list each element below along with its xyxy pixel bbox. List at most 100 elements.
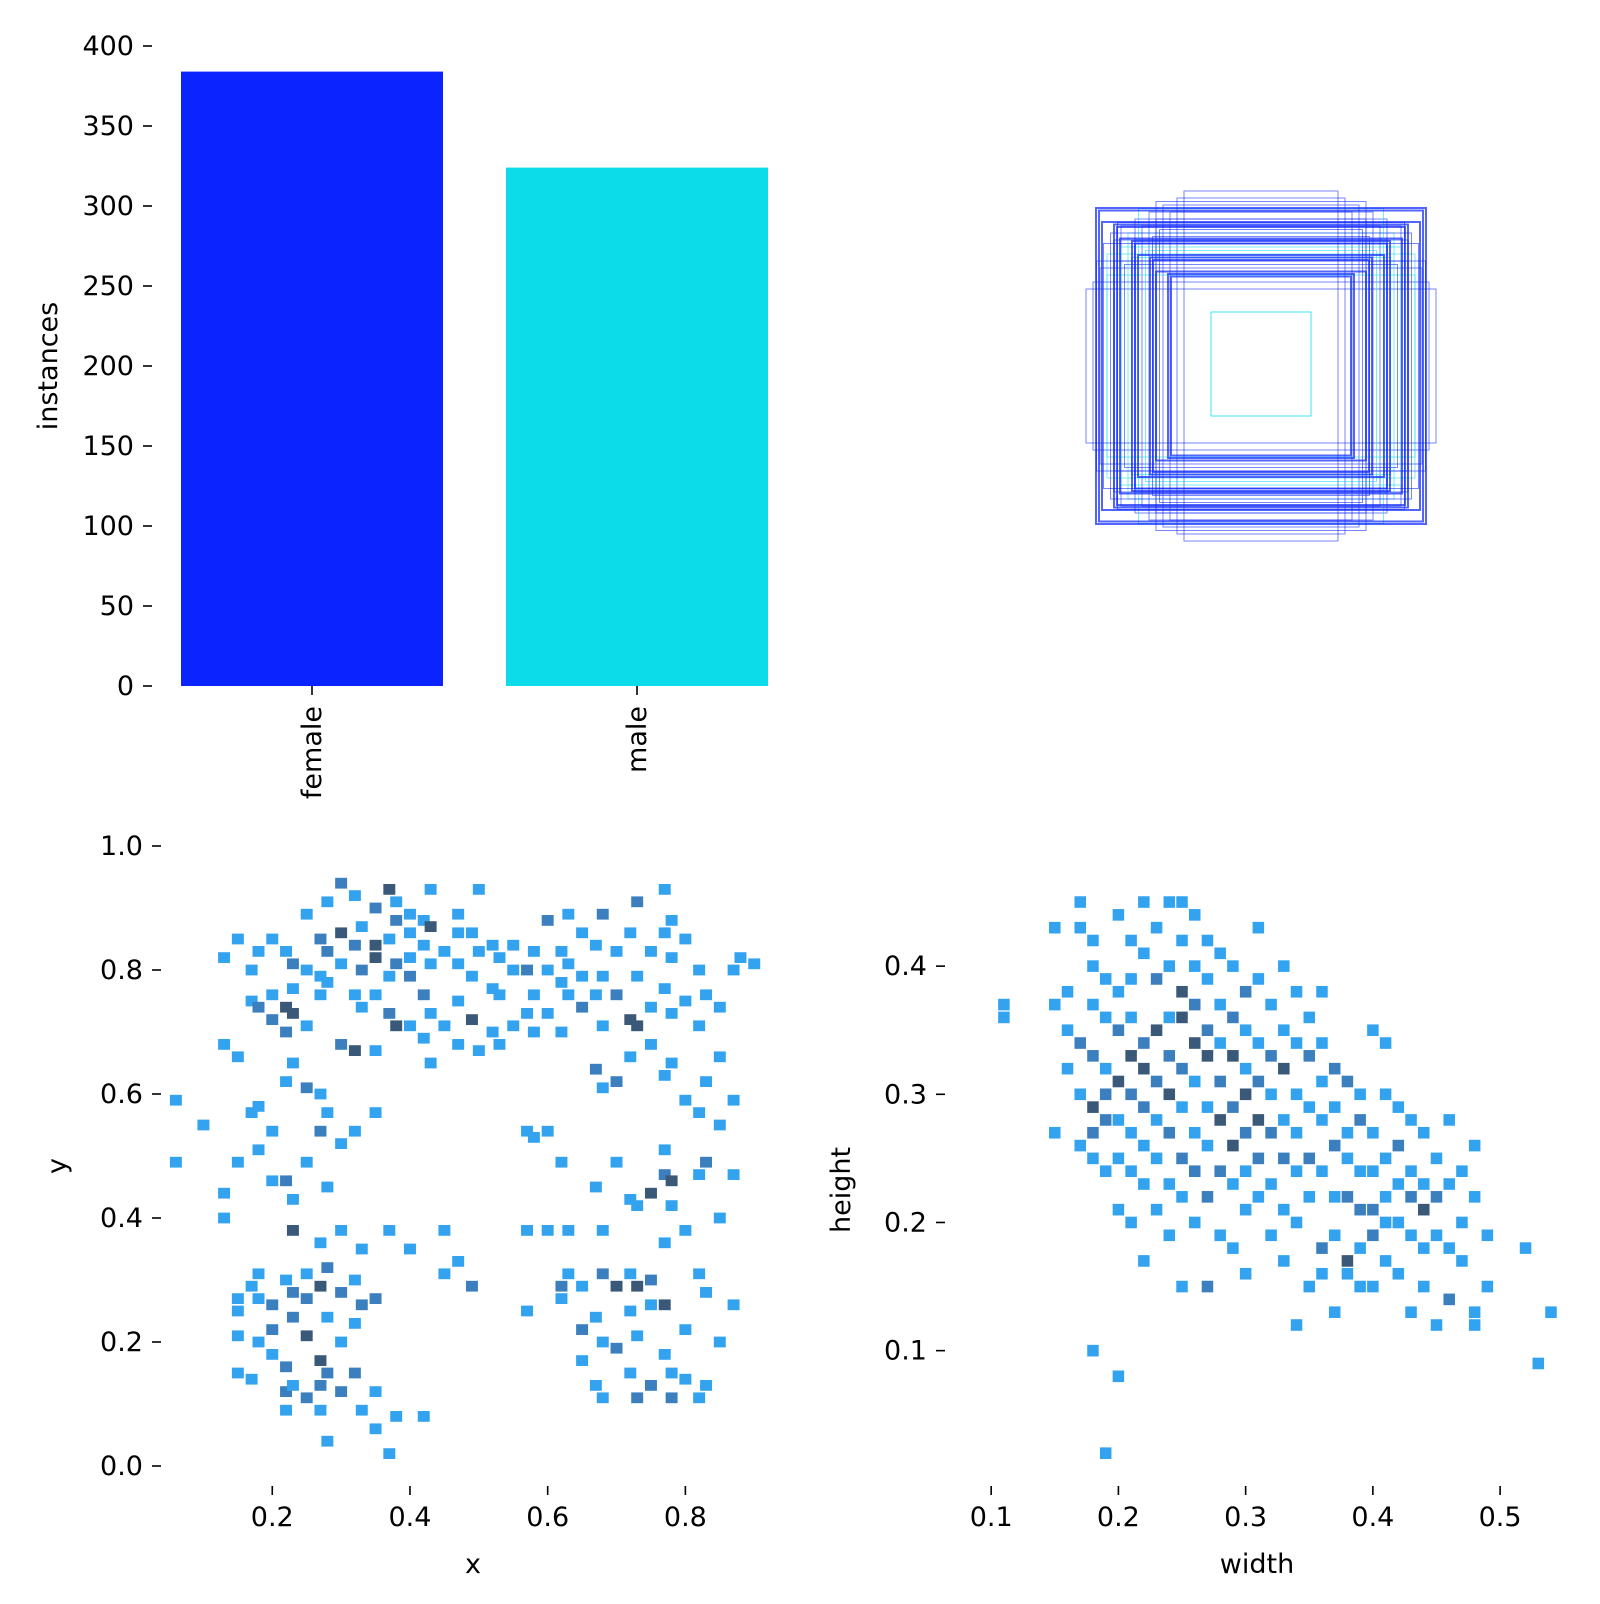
- heatmap-cell: [658, 1070, 671, 1081]
- bar-y-tick-label: 350: [82, 111, 134, 142]
- heatmap-cell: [465, 970, 478, 982]
- bounding-box: [1152, 259, 1370, 473]
- heatmap-cell: [521, 1008, 534, 1019]
- heatmap-cell: [665, 1057, 678, 1069]
- heatmap-cell: [541, 964, 554, 976]
- heatmap-cell: [1061, 1024, 1074, 1037]
- heatmap-cell: [527, 989, 540, 1001]
- heatmap-cell: [1201, 1139, 1214, 1152]
- heatmap-cell: [1265, 1126, 1277, 1139]
- heatmap-cell: [665, 1392, 678, 1404]
- heatmap-cell: [555, 946, 568, 957]
- bounding-box: [1149, 256, 1373, 476]
- heatmap-cell: [1138, 1062, 1150, 1075]
- heatmap-cell: [1379, 1216, 1392, 1229]
- heatmap-cell: [314, 1125, 327, 1137]
- heatmap-cell: [1176, 1191, 1188, 1203]
- heatmap-cell: [1112, 1203, 1125, 1216]
- heatmap-cell: [644, 1001, 657, 1013]
- heatmap-cell: [1239, 1024, 1252, 1037]
- heatmap-cell: [1163, 1229, 1176, 1242]
- heatmap-cell: [369, 989, 382, 1001]
- heatmap-cell: [1087, 934, 1099, 947]
- heatmap-cell: [335, 1336, 348, 1348]
- wh-y-axis: 0.1 0.2 0.3 0.4: [884, 951, 945, 1367]
- heatmap-cell: [266, 1014, 279, 1025]
- heatmap-cell: [589, 1380, 602, 1391]
- heatmap-cell: [665, 952, 678, 963]
- heatmap-cell: [1418, 1126, 1430, 1139]
- heatmap-cell: [169, 1094, 182, 1106]
- heatmap-cell: [576, 927, 589, 939]
- heatmap-cell: [252, 1001, 265, 1013]
- heatmap-cell: [1392, 1178, 1405, 1190]
- heatmap-cell: [452, 927, 465, 939]
- heatmap-cell: [348, 1125, 361, 1137]
- heatmap-cell: [1099, 973, 1112, 985]
- heatmap-cell: [1290, 985, 1303, 998]
- heatmap-cell: [1061, 1062, 1074, 1075]
- heatmap-cell: [596, 1020, 609, 1032]
- heatmap-cell: [1188, 1216, 1201, 1229]
- heatmap-cell: [658, 1237, 671, 1249]
- heatmap-cell: [576, 1324, 589, 1335]
- heatmap-cell: [1214, 1075, 1226, 1088]
- xy-x-axis: 0.2 0.4 0.6 0.8: [251, 1486, 707, 1533]
- heatmap-cell: [1303, 1050, 1316, 1062]
- bar-y-axis-label: instances: [33, 302, 64, 430]
- heatmap-cell: [218, 952, 231, 963]
- heatmap-cell: [1341, 1255, 1354, 1267]
- heatmap-cell: [527, 1132, 540, 1143]
- heatmap-cell: [1392, 1139, 1405, 1152]
- heatmap-cell: [1278, 1062, 1290, 1075]
- y-tick-label: 1.0: [100, 831, 143, 862]
- heatmap-cell: [679, 1373, 692, 1385]
- bar-x-tick-label-male: male: [622, 706, 653, 773]
- heatmap-cell: [403, 952, 416, 963]
- heatmap-cell: [321, 1311, 334, 1323]
- y-tick-label: 0.4: [100, 1203, 143, 1234]
- bounding-box: [1170, 275, 1352, 457]
- heatmap-cell: [1087, 1101, 1099, 1113]
- heatmap-cell: [383, 1008, 396, 1019]
- heatmap-cell: [383, 1225, 396, 1236]
- heatmap-cell: [1443, 1293, 1455, 1306]
- heatmap-cell: [286, 1194, 299, 1205]
- heatmap-cell: [507, 964, 520, 976]
- heatmap-cell: [562, 958, 575, 970]
- heatmap-cell: [555, 977, 568, 988]
- heatmap-cell: [1392, 1267, 1405, 1280]
- heatmap-cell: [1214, 947, 1226, 960]
- heatmap-cell: [417, 1411, 430, 1422]
- heatmap-cell: [335, 1287, 348, 1298]
- heatmap-cell: [610, 1156, 623, 1168]
- heatmap-cell: [383, 1448, 396, 1459]
- heatmap-cell: [1176, 1101, 1188, 1113]
- heatmap-cell: [679, 1324, 692, 1335]
- heatmap-cell: [610, 1342, 623, 1354]
- heatmap-cell: [693, 1392, 706, 1404]
- heatmap-cell: [1074, 921, 1086, 934]
- heatmap-cell: [1138, 947, 1150, 960]
- bounding-box: [1098, 209, 1424, 523]
- heatmap-cell: [624, 1051, 637, 1063]
- heatmap-cell: [280, 946, 293, 957]
- heatmap-cell: [1201, 1101, 1214, 1113]
- bar-y-tick-label: 400: [82, 31, 134, 62]
- heatmap-cell: [321, 946, 334, 957]
- heatmap-cell: [1290, 1165, 1303, 1178]
- heatmap-cell: [1214, 1114, 1226, 1126]
- heatmap-cell: [998, 998, 1010, 1011]
- heatmap-cell: [727, 1094, 740, 1106]
- heatmap-cell: [266, 1324, 279, 1335]
- heatmap-cell: [562, 1268, 575, 1280]
- bounding-box: [1116, 226, 1406, 506]
- bounding-box: [1134, 218, 1388, 514]
- xy-y-axis: 0.0 0.2 0.4 0.6 0.8 1.0: [100, 831, 161, 1482]
- x-tick-label: 0.4: [389, 1502, 432, 1533]
- y-tick-label: 0.8: [100, 955, 143, 986]
- heatmap-cell: [748, 958, 761, 970]
- heatmap-cell: [596, 908, 609, 920]
- bounding-box: [1119, 237, 1403, 495]
